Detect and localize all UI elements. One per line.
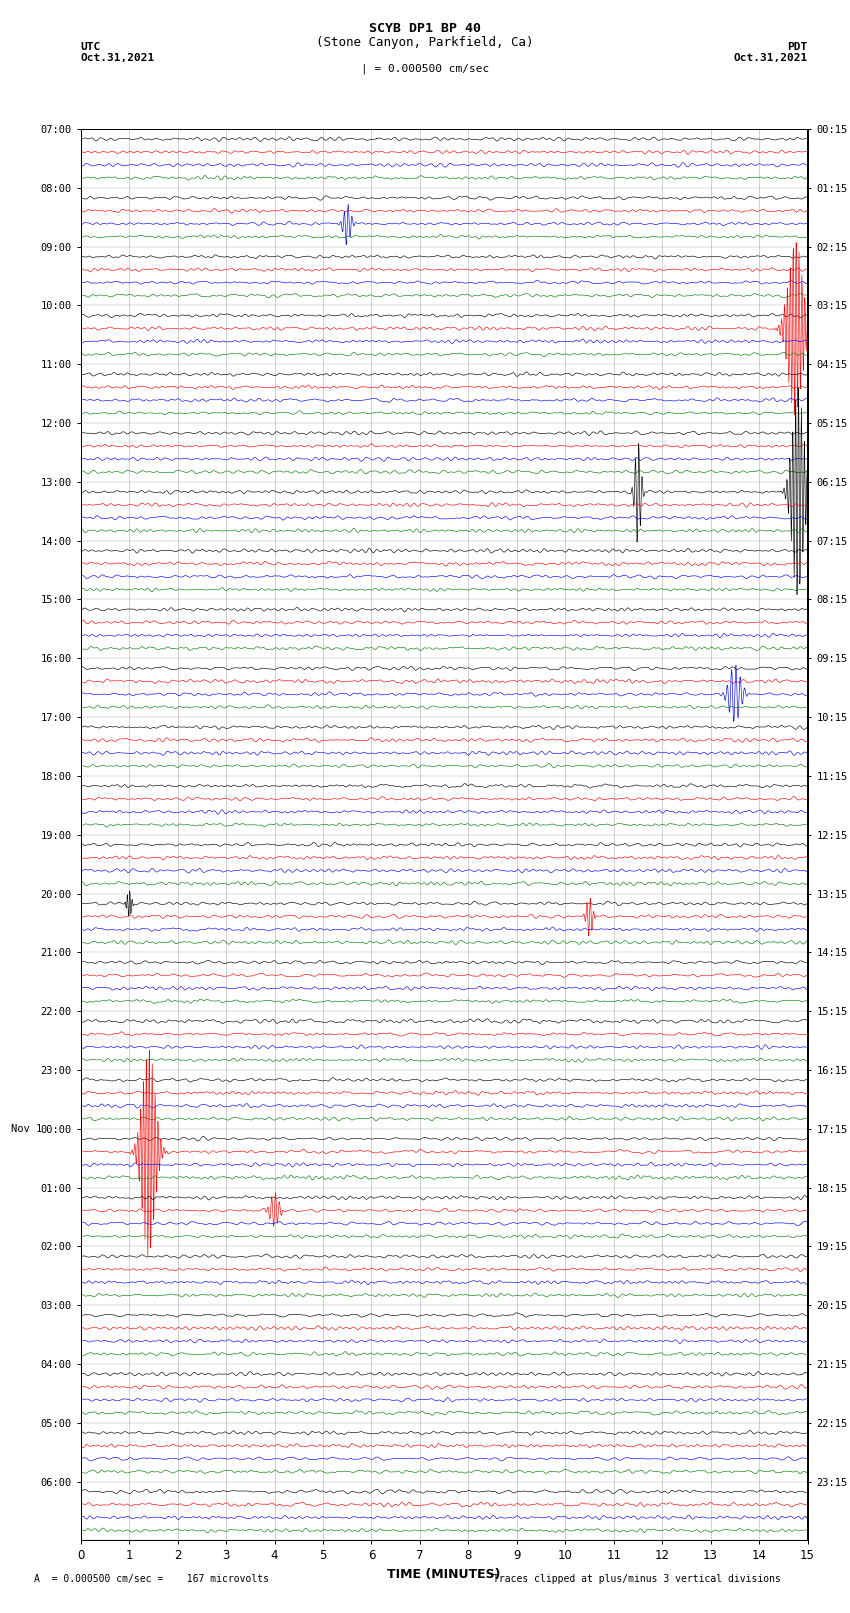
Text: | = 0.000500 cm/sec: | = 0.000500 cm/sec bbox=[361, 63, 489, 74]
X-axis label: TIME (MINUTES): TIME (MINUTES) bbox=[388, 1568, 501, 1581]
Text: Oct.31,2021: Oct.31,2021 bbox=[81, 53, 155, 63]
Text: (Stone Canyon, Parkfield, Ca): (Stone Canyon, Parkfield, Ca) bbox=[316, 35, 534, 50]
Text: Nov 1: Nov 1 bbox=[11, 1124, 42, 1134]
Text: Traces clipped at plus/minus 3 vertical divisions: Traces clipped at plus/minus 3 vertical … bbox=[493, 1574, 781, 1584]
Text: Oct.31,2021: Oct.31,2021 bbox=[734, 53, 807, 63]
Text: A  = 0.000500 cm/sec =    167 microvolts: A = 0.000500 cm/sec = 167 microvolts bbox=[34, 1574, 269, 1584]
Text: UTC: UTC bbox=[81, 42, 101, 52]
Text: SCYB DP1 BP 40: SCYB DP1 BP 40 bbox=[369, 21, 481, 35]
Text: PDT: PDT bbox=[787, 42, 808, 52]
